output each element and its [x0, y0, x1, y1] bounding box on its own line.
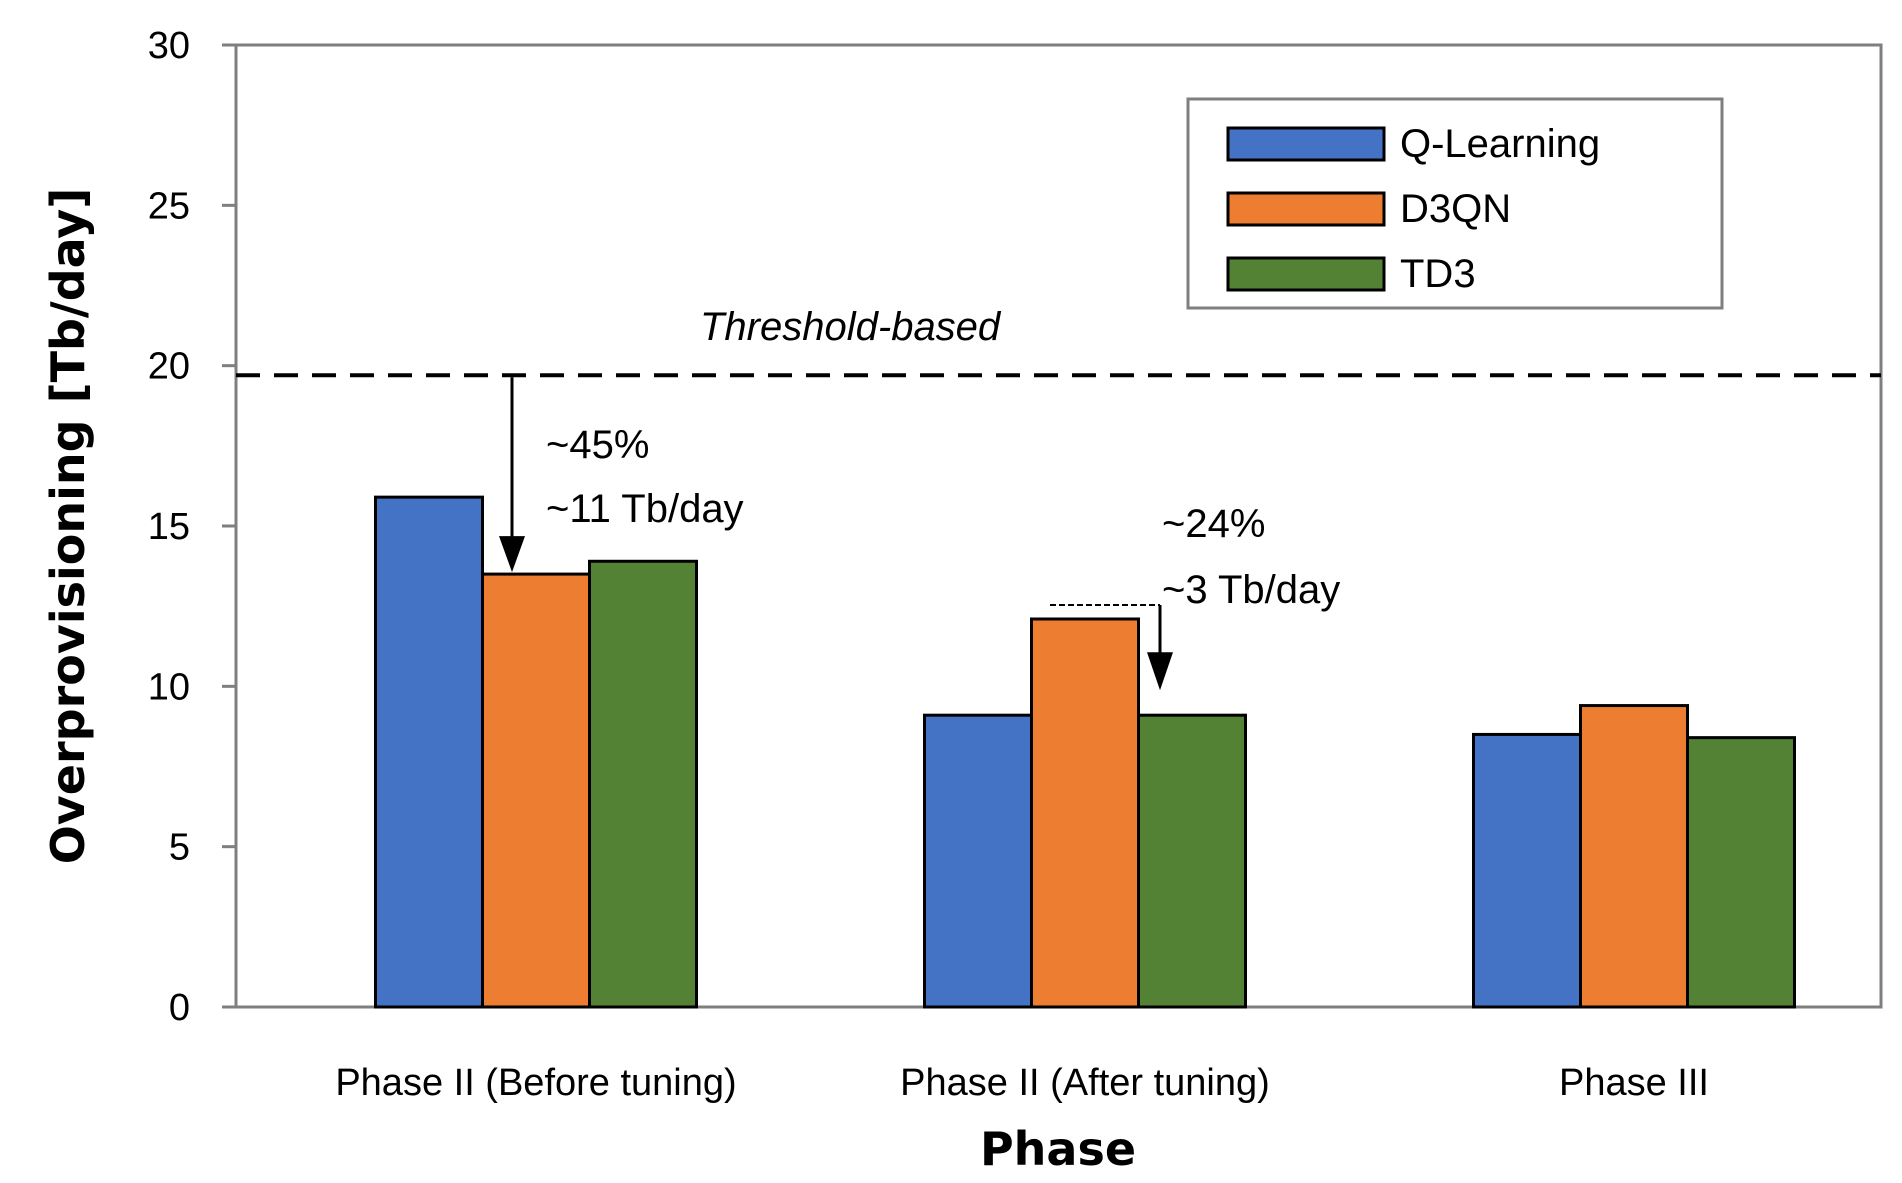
annotation-arrowhead-1 [499, 536, 525, 573]
annotation-before-tuning: ~45% ~11 Tb/day [499, 377, 744, 573]
bar-d3qn-3 [1579, 704, 1689, 1009]
legend-label-q-learning: Q-Learning [1400, 122, 1600, 166]
legend-swatch-q-learning [1226, 126, 1386, 162]
bar-td3-2 [1137, 713, 1247, 1009]
bar-td3-3 [1686, 736, 1796, 1009]
annotation-1-percent: ~45% [546, 423, 649, 467]
annotation-1-amount: ~11 Tb/day [546, 487, 744, 531]
annotation-after-tuning: ~24% ~3 Tb/day [1050, 502, 1340, 691]
annotation-2-percent: ~24% [1162, 502, 1265, 546]
y-tick-label: 10 [148, 666, 190, 708]
y-tick-label: 5 [169, 827, 190, 869]
y-axis-ticks: 0 5 10 15 20 25 30 [148, 25, 236, 1029]
bar-series [374, 495, 1796, 1009]
y-tick-label: 30 [148, 25, 190, 67]
annotation-arrowhead-2 [1147, 652, 1173, 691]
bar-td3-1 [588, 559, 698, 1009]
x-tick-label: Phase II (Before tuning) [335, 1062, 736, 1104]
y-tick-label: 20 [148, 346, 190, 388]
legend-swatch-d3qn [1226, 191, 1386, 227]
y-axis-title: Overprovisioning [Tb/day] [41, 188, 95, 865]
threshold-label: Threshold-based [700, 305, 1002, 349]
y-tick-label: 25 [148, 185, 190, 227]
legend-label-td3: TD3 [1400, 252, 1476, 296]
bar-q-learning-2 [923, 713, 1033, 1009]
bar-d3qn-1 [481, 572, 591, 1009]
y-tick-label: 0 [169, 987, 190, 1029]
legend-label-d3qn: D3QN [1400, 187, 1511, 231]
y-tick-label: 15 [148, 506, 190, 548]
x-tick-label: Phase III [1559, 1062, 1709, 1104]
legend: Q-Learning D3QN TD3 [1186, 97, 1724, 310]
bar-q-learning-1 [374, 495, 484, 1009]
x-axis-title: Phase [980, 1122, 1136, 1176]
legend-swatch-td3 [1226, 256, 1386, 292]
x-axis-ticks: Phase II (Before tuning) Phase II (After … [335, 1062, 1709, 1104]
bar-q-learning-3 [1472, 732, 1582, 1009]
bar-d3qn-2 [1030, 617, 1140, 1009]
x-tick-label: Phase II (After tuning) [900, 1062, 1270, 1104]
annotation-2-amount: ~3 Tb/day [1162, 568, 1340, 612]
